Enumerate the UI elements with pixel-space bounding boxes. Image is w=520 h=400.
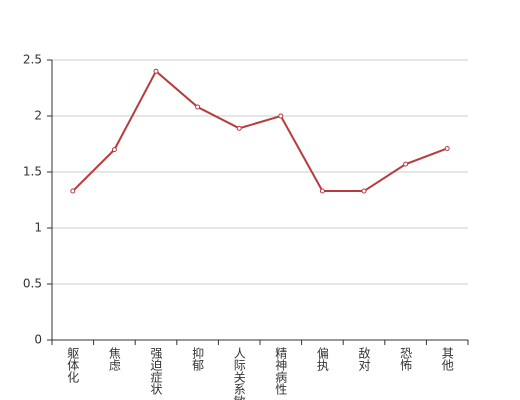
point	[319, 188, 325, 194]
x-tick-label: 敌对	[357, 346, 371, 371]
x-tick-label: 恐怖	[399, 347, 413, 371]
point	[111, 147, 117, 153]
point	[236, 125, 242, 131]
x-tick-label: 抑郁	[191, 346, 205, 372]
y-tick-label: 1.5	[23, 165, 42, 179]
y-tick-label: 0.5	[23, 277, 42, 291]
point	[361, 188, 367, 194]
x-tick-label: 焦虑	[107, 347, 121, 371]
x-tick-label: 精神病性	[274, 347, 288, 396]
point	[278, 113, 284, 119]
point	[195, 104, 201, 110]
x-tick-label: 人际关系敏感	[232, 347, 246, 400]
y-tick-label: 2.5	[23, 53, 42, 67]
y-tick-label: 1	[34, 221, 42, 235]
line	[72, 69, 448, 193]
point	[403, 161, 409, 167]
x-tick-label: 其他	[440, 347, 454, 371]
point	[444, 145, 450, 151]
x-tick-label: 躯体化	[66, 346, 80, 384]
point	[70, 188, 76, 194]
y-tick-label: 0	[34, 333, 42, 347]
y-tick-label: 2	[34, 109, 42, 123]
x-tick-label: 偏执	[315, 346, 329, 372]
point	[153, 68, 159, 74]
x-tick-label: 强迫症状	[149, 347, 163, 395]
